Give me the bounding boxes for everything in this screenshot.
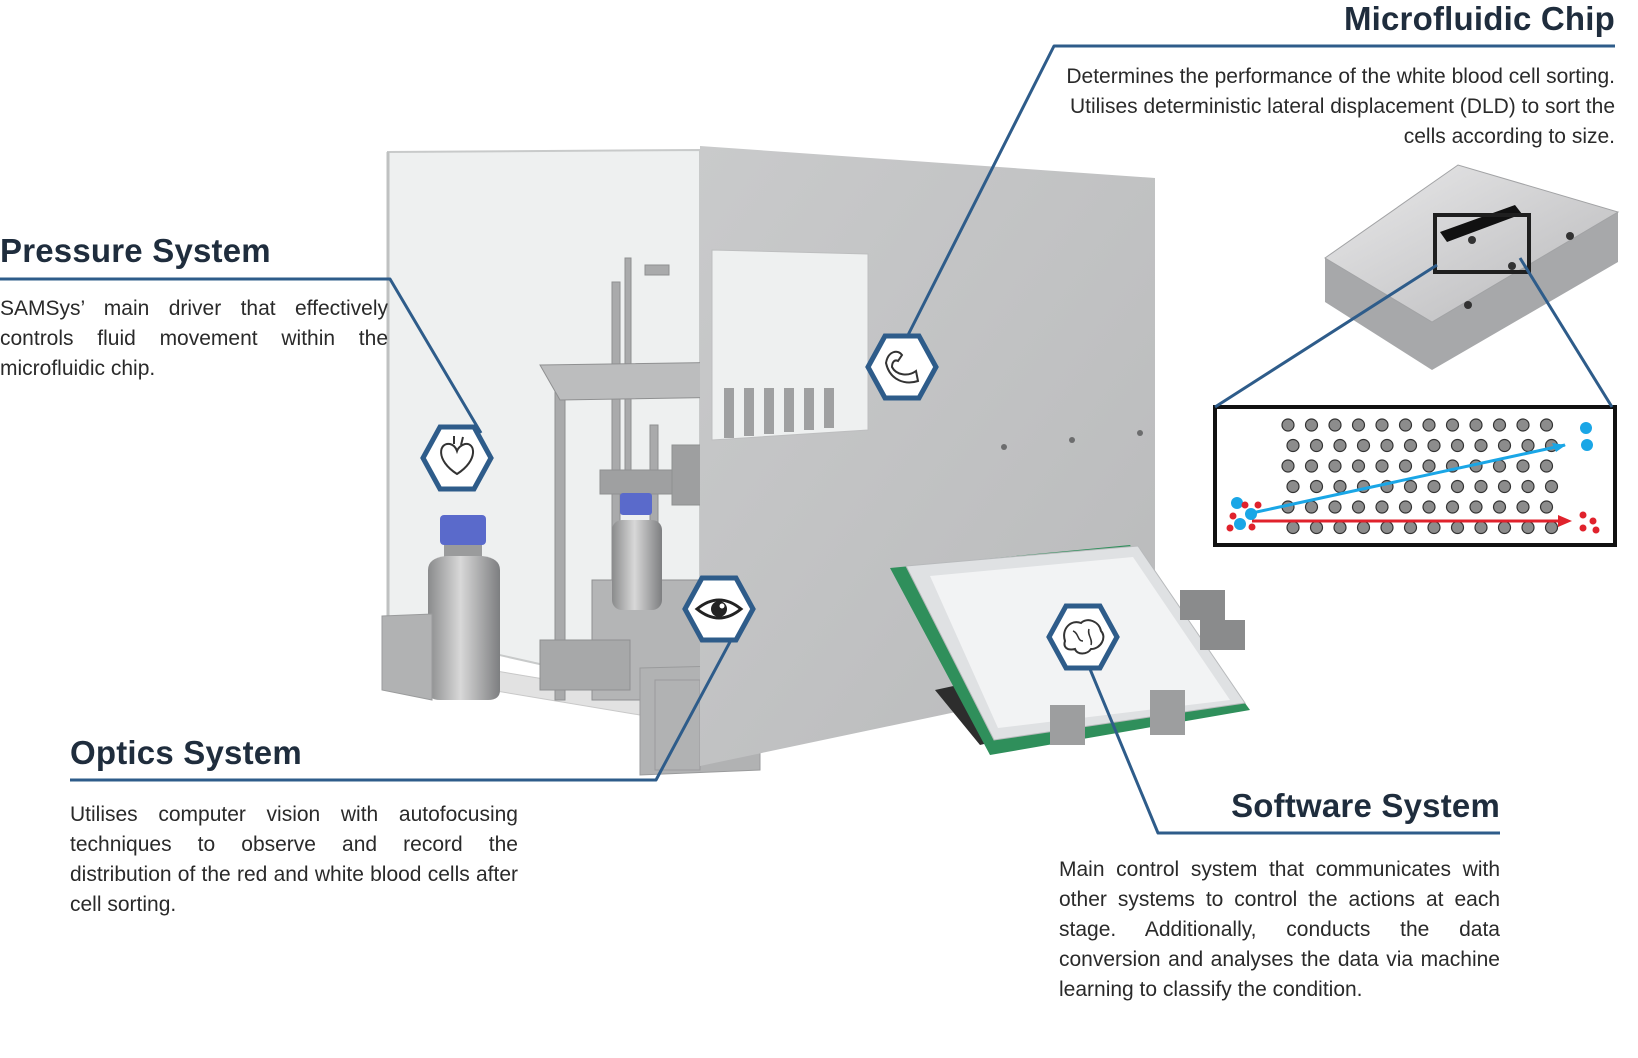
dld-post [1539,459,1554,473]
optics-system-description: Utilises computer vision with autofocusi… [70,803,518,916]
dld-post [1309,479,1324,494]
dld-post [1356,520,1371,535]
dld-post [1497,479,1512,494]
dld-post [1544,520,1559,535]
dld-post [1403,520,1418,535]
dld-post [1521,438,1535,453]
dld-post [1516,418,1530,432]
sorted-red-cells [1579,511,1600,534]
dld-post [1539,418,1554,432]
dld-post [1539,500,1554,514]
dld-post [1469,418,1483,432]
dld-post [1427,438,1441,453]
dld-post [1450,479,1465,494]
brain-icon [1046,603,1120,671]
dld-post [1286,438,1300,453]
software-system-description: Main control system that communicates wi… [1059,858,1500,1001]
dld-post [1497,520,1512,535]
inset-connector-right [1518,257,1614,408]
optics-leader-line [70,626,740,782]
dld-post [1398,459,1413,473]
eye-icon [682,575,756,643]
dld-post [1516,500,1530,514]
dld-post [1422,500,1436,514]
inset-connector-left [1214,263,1438,409]
pressure-system-description: SAMSys’ main driver that effectively con… [0,297,388,380]
reagent-bottle-rear [612,493,662,610]
dld-post [1309,520,1324,535]
dld-post [1309,438,1324,453]
dld-post-array [1281,418,1559,535]
software-system-title: Software System [1231,787,1500,824]
dld-post [1516,459,1530,473]
dld-post [1328,500,1342,514]
pressure-system-title: Pressure System [0,232,271,269]
chip-zoom-region [1433,213,1531,274]
white-cell-path-arrow [1251,443,1566,515]
dld-post [1521,520,1535,535]
reagent-bottle [428,515,500,700]
dld-post [1445,418,1460,432]
dld-post [1304,500,1319,514]
dld-post [1380,520,1394,535]
dld-post [1304,459,1319,473]
dld-post [1356,438,1371,453]
dld-post [1450,520,1465,535]
dld-post [1403,479,1418,494]
dld-post [1375,500,1389,514]
dld-post [1286,479,1300,494]
software-leader-line [1078,644,1500,835]
microfluidic-chip-render [1324,164,1620,370]
dld-post [1445,500,1460,514]
input-cell-cluster [1226,497,1262,532]
dld-post [1380,438,1394,453]
dld-post [1469,500,1483,514]
dld-post [1286,520,1300,535]
dld-post [1450,438,1465,453]
dld-post [1422,459,1436,473]
dld-post [1474,438,1488,453]
dld-post [1474,520,1488,535]
dld-post [1492,418,1507,432]
dld-post [1375,418,1389,432]
sorted-white-cells [1580,422,1593,451]
dld-post [1403,438,1418,453]
dld-post [1492,459,1507,473]
dld-post [1427,520,1441,535]
dld-post [1328,459,1342,473]
microfluidic-chip-title: Microfluidic Chip [1343,0,1615,37]
dld-post [1492,500,1507,514]
optics-system-title: Optics System [70,734,302,771]
dld-inset-panel [1213,405,1617,547]
dld-post [1281,418,1295,432]
dld-post [1304,418,1319,432]
dld-post [1333,479,1347,494]
dld-post [1328,418,1342,432]
dld-post [1375,459,1389,473]
heart-icon [420,424,494,492]
dld-post [1422,418,1436,432]
dld-post [1474,479,1488,494]
dld-post [1398,500,1413,514]
dld-post [1398,418,1413,432]
muscle-arm-icon [865,333,939,401]
microfluidic-chip-description: Determines the performance of the white … [1066,65,1615,148]
microfluidic-leader-line [902,44,1615,344]
dld-post [1281,459,1295,473]
dld-post [1333,520,1347,535]
dld-post [1351,500,1366,514]
dld-post [1351,418,1366,432]
pressure-leader-line [0,277,483,434]
dld-post [1544,479,1559,494]
dld-post [1497,438,1512,453]
dld-post [1427,479,1441,494]
dld-post [1351,459,1366,473]
dld-post [1333,438,1347,453]
dld-post [1521,479,1535,494]
